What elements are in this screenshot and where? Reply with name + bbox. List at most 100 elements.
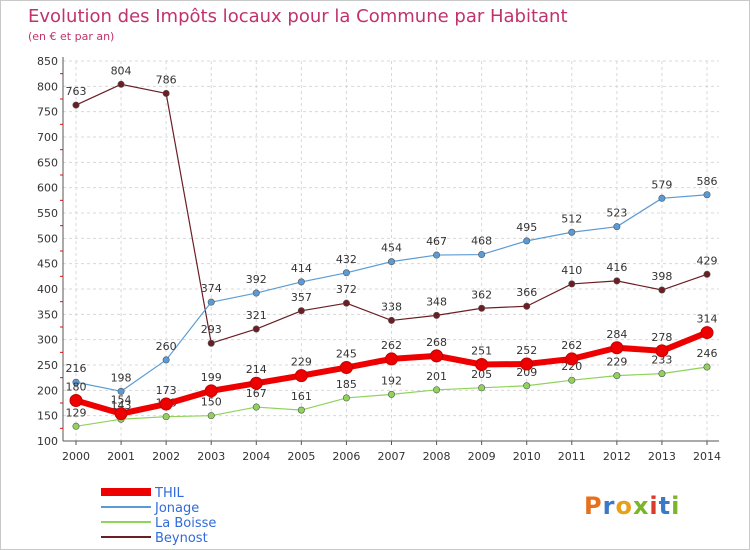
legend-label: Jonage — [154, 501, 199, 516]
data-point — [204, 384, 218, 398]
data-label: 201 — [426, 370, 447, 383]
legend-item: La Boisse — [101, 516, 216, 531]
data-point — [385, 352, 398, 366]
data-point — [478, 251, 486, 259]
data-label: 233 — [651, 354, 672, 367]
data-label: 246 — [697, 347, 718, 360]
data-point — [478, 304, 486, 312]
data-label: 398 — [651, 270, 672, 283]
data-label: 251 — [471, 344, 492, 357]
data-label: 321 — [246, 309, 267, 322]
y-tick-label: 500 — [37, 232, 58, 245]
legend-label: THIL — [154, 486, 185, 501]
data-point — [610, 341, 624, 355]
y-tick-label: 850 — [37, 55, 58, 68]
data-label: 362 — [471, 288, 492, 301]
data-point — [342, 299, 350, 307]
series-la-boisse: 1291431481501671611851922012052092202292… — [66, 347, 718, 430]
data-label: 214 — [246, 363, 267, 376]
chart-title: Evolution des Impôts locaux pour la Comm… — [28, 6, 568, 27]
data-label: 129 — [66, 406, 87, 419]
logo-letter: i — [649, 492, 659, 520]
logo-letter: r — [602, 492, 616, 520]
data-label: 167 — [246, 387, 267, 400]
data-point — [117, 387, 125, 395]
data-label: 763 — [66, 85, 87, 98]
x-tick-label: 2006 — [332, 450, 360, 463]
data-label: 392 — [246, 273, 267, 286]
logo-letter: P — [584, 492, 603, 520]
y-tick-label: 100 — [37, 435, 58, 448]
data-label: 229 — [291, 356, 312, 369]
data-label: 468 — [471, 235, 492, 248]
x-tick-label: 2000 — [62, 450, 90, 463]
data-label: 366 — [516, 286, 537, 299]
data-point — [162, 413, 170, 421]
data-point — [520, 357, 534, 371]
data-label: 579 — [651, 178, 672, 191]
x-tick-label: 2004 — [242, 450, 270, 463]
data-label: 429 — [697, 254, 718, 267]
x-tick-labels: 2000 2001 2002 2003 2004 2005 2006 2007 2008 2009… — [62, 441, 721, 463]
series-jonage: 216 198 260 374 392 414 432 454 467 468 495 512 523 5… — [66, 175, 718, 395]
y-tick-label: 700 — [37, 131, 58, 144]
data-label: 192 — [381, 374, 402, 387]
y-minor-ticks — [60, 73, 63, 429]
data-point — [294, 369, 308, 383]
data-point — [613, 223, 621, 231]
data-label: 374 — [201, 282, 222, 295]
data-point — [565, 352, 579, 366]
data-point — [207, 339, 215, 347]
y-tick-label: 750 — [37, 106, 58, 119]
data-point — [523, 382, 531, 390]
y-tick-label: 250 — [37, 359, 58, 372]
data-point — [117, 80, 125, 88]
x-tick-label: 2003 — [197, 450, 225, 463]
data-label: 209 — [516, 366, 537, 379]
data-label: 410 — [561, 264, 582, 277]
y-tick-label: 600 — [37, 182, 58, 195]
legend-label: La Boisse — [155, 516, 216, 531]
data-point — [613, 277, 621, 285]
data-label: 268 — [426, 336, 447, 349]
data-label: 372 — [336, 283, 357, 296]
data-point — [339, 361, 353, 375]
data-point — [114, 407, 128, 421]
y-tick-label: 800 — [37, 80, 58, 93]
data-point — [703, 270, 711, 278]
data-label: 278 — [651, 331, 672, 344]
data-label: 180 — [66, 380, 87, 393]
data-point — [252, 325, 260, 333]
data-point — [297, 406, 305, 414]
data-label: 804 — [111, 64, 132, 77]
data-label: 523 — [606, 207, 627, 220]
legend-item: THIL — [101, 486, 185, 501]
data-point — [252, 403, 260, 411]
data-label: 154 — [111, 394, 132, 407]
data-label: 414 — [291, 262, 312, 275]
data-point — [568, 376, 576, 384]
data-point — [430, 349, 444, 363]
data-point — [523, 237, 531, 245]
data-label: 348 — [426, 295, 447, 308]
series-beynost: 763 804 786 293 321 357 372 338 348 362 366 410 416 3… — [66, 64, 718, 347]
data-label: 512 — [561, 212, 582, 225]
y-tick-label: 150 — [37, 410, 58, 423]
data-label: 252 — [516, 344, 537, 357]
y-tick-labels: 100 150 200 250 300 350 400 450 500 550 600 650 700 7… — [37, 55, 58, 448]
data-point — [568, 228, 576, 236]
data-point — [249, 376, 263, 390]
x-tick-label: 2005 — [287, 450, 315, 463]
data-point — [475, 357, 489, 371]
data-point — [387, 258, 395, 266]
data-label: 432 — [336, 253, 357, 266]
data-point — [433, 251, 441, 259]
x-tick-label: 2002 — [152, 450, 180, 463]
data-point — [72, 422, 80, 430]
data-label: 586 — [697, 175, 718, 188]
data-point — [433, 386, 441, 394]
data-point — [658, 370, 666, 378]
data-point — [297, 278, 305, 286]
